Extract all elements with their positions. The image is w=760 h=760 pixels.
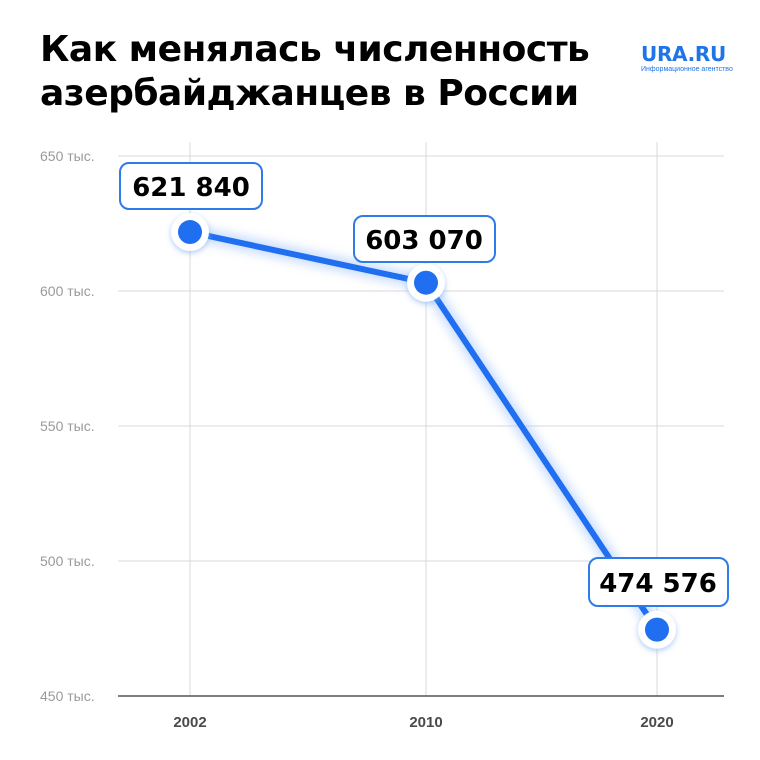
data-label: 603 070: [365, 226, 483, 256]
title-line-1: Как менялась численность: [40, 29, 590, 70]
logo-name: URA.RU: [641, 42, 726, 66]
logo-tagline: Информационное агентство: [641, 66, 733, 73]
data-label-box: [119, 162, 263, 210]
data-point: [178, 220, 202, 245]
y-tick-label: 600 тыс.: [40, 283, 95, 299]
data-label: 474 576: [599, 569, 717, 599]
chart-title: Как менялась численность азербайджанцев …: [40, 28, 620, 116]
data-label-box: [588, 557, 729, 607]
data-label-box: [353, 215, 496, 263]
y-tick-label: 550 тыс.: [40, 418, 95, 434]
x-tick-label: 2020: [640, 714, 673, 731]
y-tick-label: 450 тыс.: [40, 688, 95, 704]
y-tick-label: 650 тыс.: [40, 148, 95, 164]
data-point: [645, 617, 669, 642]
title-line-2: азербайджанцев в России: [40, 73, 579, 114]
x-tick-label: 2010: [409, 714, 442, 731]
data-point: [414, 270, 438, 295]
x-tick-label: 2002: [173, 714, 206, 731]
data-label: 621 840: [132, 173, 250, 203]
y-tick-label: 500 тыс.: [40, 553, 95, 569]
ura-logo: URA.RU Информационное агентство: [641, 44, 733, 74]
